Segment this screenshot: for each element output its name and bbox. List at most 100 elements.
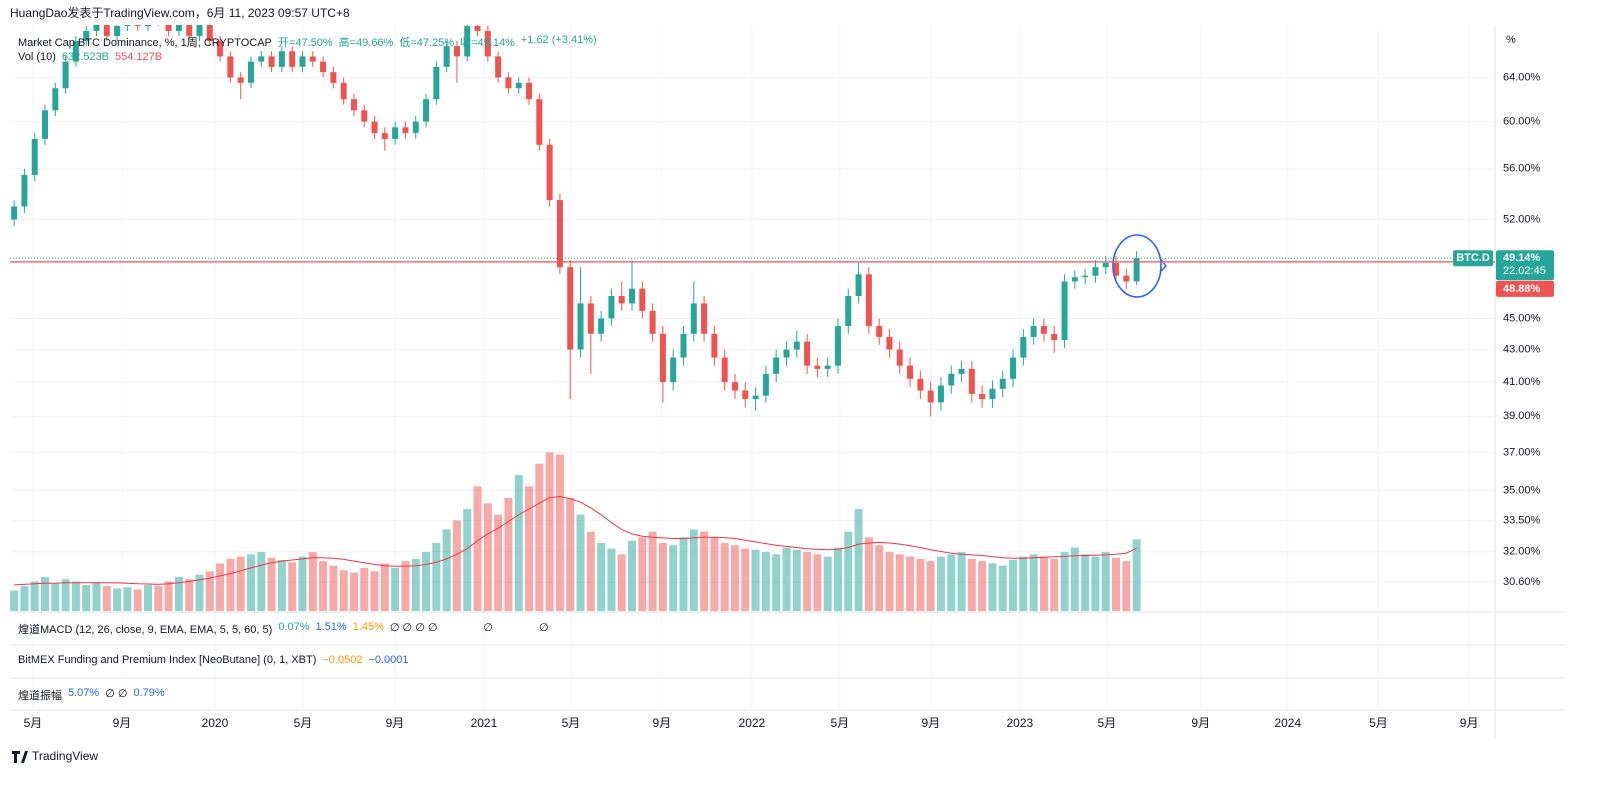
candle-body <box>268 56 275 67</box>
x-tick-label: 5月 <box>1098 716 1117 730</box>
candle-body <box>309 56 316 62</box>
axes: % 64.00% 60.00% 56.00% 52.00% 45.00% 43.00% 41.… <box>24 34 1541 730</box>
x-tick-label: 2022 <box>739 716 766 730</box>
volume-bar <box>1091 556 1100 611</box>
candle-body <box>433 66 440 100</box>
volume-bar <box>1029 554 1038 611</box>
y-tick-label: 37.00% <box>1503 446 1541 458</box>
volume-bar <box>978 561 987 611</box>
candle-body <box>999 378 1006 389</box>
y-tick-label: 45.00% <box>1503 312 1541 324</box>
volume-bar <box>1019 556 1028 611</box>
countdown: 22:02:45 <box>1503 265 1546 277</box>
volume-bar <box>1070 547 1079 611</box>
candle-body <box>1123 275 1130 282</box>
volume-bar <box>535 463 544 611</box>
candle-body <box>752 395 759 400</box>
candle-body <box>690 303 697 334</box>
candle-body <box>793 341 800 350</box>
candle-body <box>629 288 636 304</box>
candle-body <box>484 30 491 57</box>
indicator-value: 5.07% <box>68 687 100 699</box>
volume-bar <box>916 558 925 611</box>
candle-body <box>62 61 69 89</box>
y-tick-label: 56.00% <box>1503 163 1541 175</box>
volume-bar <box>370 571 379 611</box>
volume-bar <box>494 514 503 611</box>
candle-body <box>72 41 79 62</box>
candle-body <box>21 174 28 207</box>
candle-body <box>299 56 306 67</box>
y-unit: % <box>1506 34 1516 46</box>
volume-bar <box>844 531 853 611</box>
candle-body <box>103 25 110 36</box>
legend-value: +1.62 (+3.41%) <box>520 34 597 46</box>
candle-body <box>114 25 121 36</box>
indicator-value: ∅ <box>539 622 549 634</box>
volume-bar <box>452 520 461 611</box>
volume-bar <box>545 452 554 611</box>
candle-body <box>1092 267 1099 276</box>
volume-bar <box>854 509 863 611</box>
indicator-value: ∅ ∅ <box>105 688 128 700</box>
y-tick-label: 32.00% <box>1503 546 1541 558</box>
candle-body <box>1051 333 1058 341</box>
volume-bar <box>998 565 1007 611</box>
volume-bar <box>720 543 729 611</box>
volume-bar <box>30 581 39 611</box>
volume-bar <box>525 486 534 611</box>
x-tick-label: 9月 <box>386 716 405 730</box>
candle-body <box>278 51 285 67</box>
volume-bar <box>411 558 420 611</box>
candle-body <box>670 357 677 383</box>
symbol-label: BTC.D <box>1456 252 1490 264</box>
candle-body <box>196 25 203 36</box>
volume-bar <box>360 567 369 611</box>
candle-body <box>93 25 100 31</box>
volume-bar <box>143 584 152 611</box>
x-tick-label: 2021 <box>471 716 498 730</box>
volume-bar <box>329 565 338 611</box>
volume-bar <box>246 554 255 611</box>
candle-body <box>896 349 903 366</box>
volume-bar <box>710 537 719 611</box>
candle-body <box>731 382 738 391</box>
volume-bar <box>154 586 163 611</box>
candle-body <box>1133 258 1140 282</box>
candle-body <box>762 373 769 396</box>
candle-body <box>1061 281 1068 341</box>
volume-bar <box>833 547 842 611</box>
indicator-value: 1.45% <box>352 621 384 633</box>
candle-body <box>886 336 893 350</box>
candle-body <box>865 274 872 327</box>
x-tick-label: 2023 <box>1006 716 1033 730</box>
volume-bar <box>226 558 235 611</box>
indicator-value: ∅ ∅ ∅ ∅ <box>389 622 438 634</box>
x-tick-label: 9月 <box>1191 716 1210 730</box>
legend-value: 低=47.25% <box>399 37 455 49</box>
x-tick-label: 5月 <box>294 716 313 730</box>
candle-body <box>845 296 852 327</box>
candles <box>11 25 1140 417</box>
header: HuangDao发表于TradingView.com，6月 11, 2023 0… <box>10 5 350 20</box>
x-tick-label: 5月 <box>1369 716 1388 730</box>
volume-bar <box>380 563 389 611</box>
volume-bar <box>597 543 606 611</box>
volume-bar <box>864 537 873 611</box>
y-tick-label: 43.00% <box>1503 343 1541 355</box>
volume-bar <box>967 558 976 611</box>
volume-bar <box>679 537 688 611</box>
footer: TradingView <box>32 749 98 763</box>
symbol: Market Cap BTC Dominance, %, 1周, CRYPTOC… <box>18 37 272 49</box>
x-tick-label: 9月 <box>113 716 132 730</box>
candle-body <box>31 138 38 175</box>
volume-bar <box>1039 556 1048 611</box>
candle-body <box>546 144 553 201</box>
volume-bar <box>216 563 225 611</box>
candle-body <box>289 51 296 67</box>
candle-body <box>876 326 883 337</box>
indicator-value: 1.51% <box>315 621 347 633</box>
volume-bar <box>463 509 472 611</box>
x-tick-label: 2024 <box>1274 716 1301 730</box>
